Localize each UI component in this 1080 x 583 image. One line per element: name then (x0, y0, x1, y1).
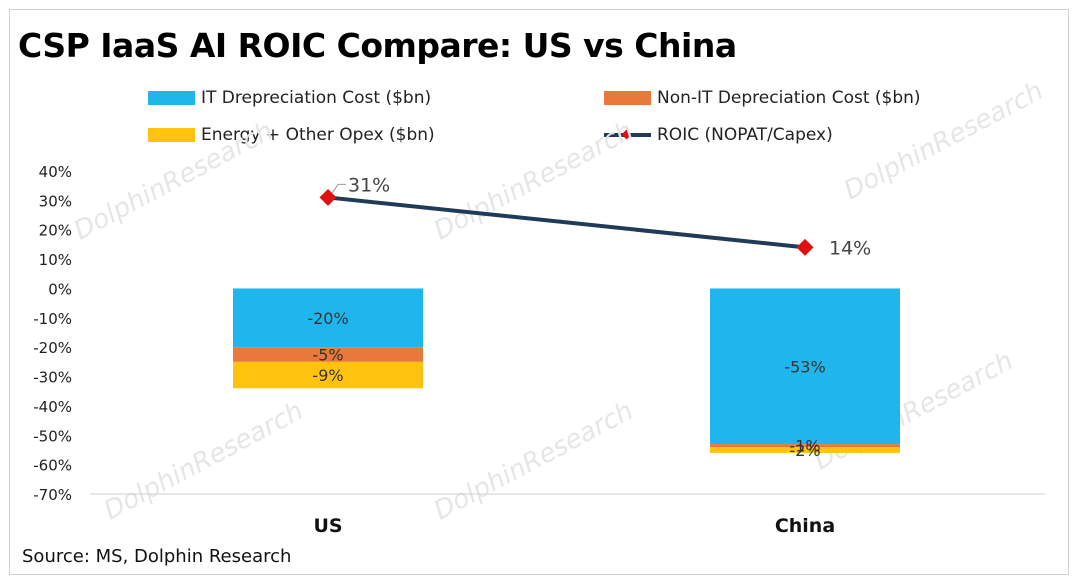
y-tick-label: 30% (39, 192, 72, 210)
y-tick-label: 0% (48, 280, 72, 298)
bar-us-2 (233, 361, 423, 389)
bar-china-1 (710, 444, 900, 448)
roic-label: 14% (829, 237, 871, 259)
legend-label-energy: Energy + Other Opex ($bn) (201, 125, 435, 145)
watermark-text: DolphinResearch (99, 396, 308, 526)
legend-roic: ROIC (NOPAT/Capex) (604, 125, 833, 145)
y-tick-label: 10% (39, 251, 72, 269)
watermark-text: DolphinResearch (69, 116, 278, 246)
legend-line-roic (604, 128, 651, 142)
y-tick-label: -60% (33, 457, 72, 475)
bar-china-0 (710, 288, 900, 445)
roic-marker (319, 188, 337, 206)
y-tick-label: -50% (33, 427, 72, 445)
legend-nonit-depreciation: Non-IT Depreciation Cost ($bn) (604, 88, 921, 108)
bar-us-0 (233, 288, 423, 348)
legend-it-depreciation: IT Drepreciation Cost ($bn) (148, 88, 431, 108)
y-tick-label: 20% (39, 222, 72, 240)
y-tick-label: -20% (33, 339, 72, 357)
legend-swatch-it (148, 91, 195, 105)
y-tick-label: -10% (33, 310, 72, 328)
legend-swatch-energy (148, 128, 195, 142)
chart-title: CSP IaaS AI ROIC Compare: US vs China (18, 26, 737, 65)
legend-label-nonit: Non-IT Depreciation Cost ($bn) (657, 88, 921, 108)
bar-us-1 (233, 347, 423, 362)
legend-label-it: IT Drepreciation Cost ($bn) (201, 88, 432, 108)
bar-data-label: -9% (312, 366, 343, 385)
legend-swatch-nonit (604, 91, 651, 105)
roic-label-leader (331, 183, 346, 194)
bar-data-label: -1% (789, 437, 820, 456)
source-note: Source: MS, Dolphin Research (22, 546, 292, 567)
roic-marker (796, 238, 814, 256)
bar-data-label: -5% (312, 346, 343, 365)
bar-china-2 (710, 447, 900, 453)
y-tick-label: 40% (39, 163, 72, 181)
legend-label-roic: ROIC (NOPAT/Capex) (657, 125, 833, 145)
bar-data-label: -53% (784, 357, 825, 376)
y-tick-label: -40% (33, 398, 72, 416)
watermark-text: DolphinResearch (429, 396, 638, 526)
x-tick-label: US (313, 515, 342, 537)
roic-label: 31% (348, 174, 390, 196)
watermark-text: DolphinResearch (839, 76, 1048, 206)
bar-data-label: -20% (307, 309, 348, 328)
roic-line (327, 195, 806, 250)
bar-data-label: -2% (789, 441, 820, 460)
y-tick-label: -30% (33, 369, 72, 387)
legend-energy-opex: Energy + Other Opex ($bn) (148, 125, 435, 145)
y-tick-label: -70% (33, 486, 72, 504)
x-tick-label: China (775, 515, 835, 537)
